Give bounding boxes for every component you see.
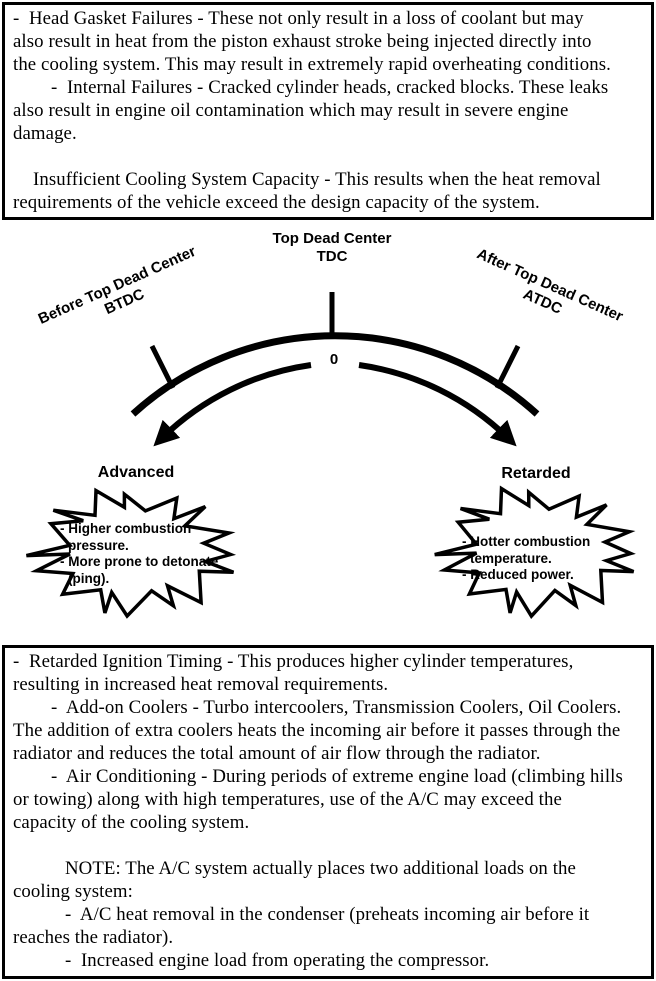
tdc-label-text: Top Dead Center — [272, 230, 392, 247]
text-line: also result in engine oil contamination … — [13, 100, 569, 121]
list-item: - Hotter combustion temperature. — [462, 534, 591, 566]
text-line: - A/C heat removal in the condenser (pre… — [65, 904, 590, 925]
tdc-label: Top Dead Center TDC — [232, 230, 432, 266]
timing-scale-arc — [130, 332, 540, 417]
text-line: - Air Conditioning - During periods of e… — [51, 766, 623, 787]
retard-direction-arrow — [358, 362, 517, 447]
atdc-tick-mark — [494, 344, 521, 390]
text-line: radiator and reduces the total amount of… — [13, 743, 541, 764]
text-line: the cooling system. This may result in e… — [13, 54, 611, 75]
text-line: NOTE: The A/C system actually places two… — [65, 858, 576, 879]
zero-degrees-label: 0 — [329, 351, 339, 368]
list-item: - More prone to detonate (ping). — [60, 554, 219, 586]
retarded-label: Retarded — [501, 465, 571, 482]
text-line: capacity of the cooling system. — [13, 812, 250, 833]
tdc-abbr-text: TDC — [316, 248, 348, 265]
text-line: - Retarded Ignition Timing - This produc… — [13, 651, 574, 672]
advance-direction-arrow — [153, 362, 312, 447]
blank-line — [13, 145, 643, 168]
text-line: reaches the radiator). — [13, 927, 174, 948]
advanced-effects-list: - Higher combustion pressure. - More pro… — [60, 521, 220, 587]
blank-line — [13, 834, 643, 857]
btdc-tick-mark — [149, 344, 176, 390]
text-line: cooling system: — [13, 881, 133, 902]
starburst-retarded — [434, 485, 636, 619]
list-item: - Higher combustion pressure. — [60, 521, 192, 553]
bottom-text-box: - Retarded Ignition Timing - This produc… — [2, 645, 654, 979]
list-item: - Reduced power. — [462, 567, 574, 582]
text-line: - Increased engine load from operating t… — [65, 950, 490, 971]
text-line: - Internal Failures - Cracked cylinder h… — [51, 77, 609, 98]
text-line: or towing) along with high temperatures,… — [13, 789, 562, 810]
text-line: also result in heat from the piston exha… — [13, 31, 592, 52]
text-line: damage. — [13, 123, 77, 144]
starburst-advanced — [25, 487, 237, 619]
top-text-box: - Head Gasket Failures - These not only … — [2, 2, 654, 220]
ignition-timing-diagram: Top Dead Center TDC Before Top Dead Cent… — [0, 224, 656, 645]
text-line: - Head Gasket Failures - These not only … — [13, 8, 584, 29]
text-line: requirements of the vehicle exceed the d… — [13, 192, 540, 213]
retarded-effects-list: - Hotter combustion temperature. - Reduc… — [462, 534, 624, 584]
text-line: Insufficient Cooling System Capacity - T… — [33, 169, 601, 190]
timing-dial-graphic — [25, 292, 636, 619]
advanced-label: Advanced — [97, 464, 175, 481]
text-line: resulting in increased heat removal requ… — [13, 674, 389, 695]
text-line: The addition of extra coolers heats the … — [13, 720, 621, 741]
text-line: - Add-on Coolers - Turbo intercoolers, T… — [51, 697, 622, 718]
